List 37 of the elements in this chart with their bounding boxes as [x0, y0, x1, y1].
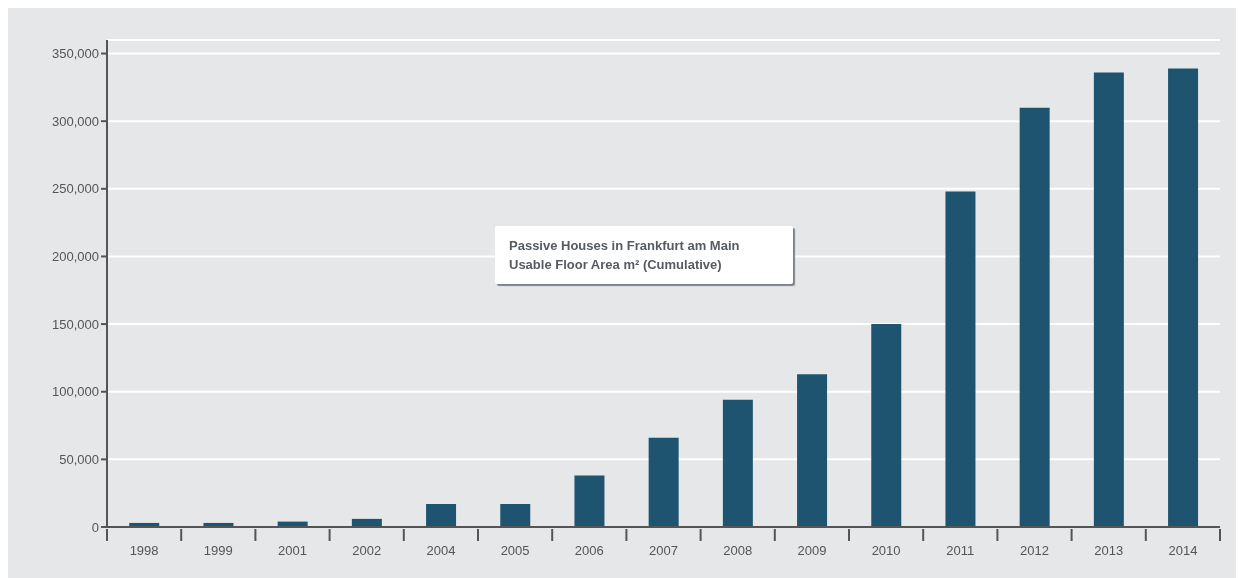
x-tick-label: 2004 [426, 543, 456, 558]
y-tick-label: 250,000 [52, 181, 99, 197]
y-tick-label: 300,000 [52, 113, 99, 129]
bar [426, 504, 457, 527]
bar [500, 504, 531, 527]
y-tick-label: 100,000 [52, 384, 99, 400]
text: Usable Floor Area m² (Cumulative) [509, 256, 723, 274]
x-tick-label: 2014 [1168, 543, 1198, 558]
y-tick-label: 50,000 [59, 451, 99, 467]
bar [648, 437, 679, 527]
x-tick-label: 2011 [946, 543, 975, 558]
bar [1019, 107, 1050, 527]
bar [1168, 68, 1199, 527]
x-tick-label: 1998 [129, 543, 159, 558]
bar [797, 374, 828, 527]
text-box: Passive Houses in Frankfurt am Main Usable Floor Area m² (Cumulative) [495, 226, 793, 284]
x-tick-label: 2002 [352, 543, 382, 558]
x-tick-label: 2009 [797, 543, 827, 558]
x-tick-label: 2006 [574, 543, 604, 558]
bar [945, 191, 976, 527]
x-tick-label: 2012 [1020, 543, 1049, 558]
text: Passive Houses in Frankfurt am Main [509, 237, 741, 255]
x-tick-label: 2008 [723, 543, 753, 558]
y-tick-label: 150,000 [52, 316, 99, 332]
x-tick-label: 2013 [1094, 543, 1124, 558]
bar [574, 475, 605, 527]
bar [1093, 72, 1124, 527]
bar [871, 324, 902, 527]
y-tick-label: 350,000 [52, 46, 99, 62]
x-tick-label: 2005 [500, 543, 530, 558]
x-tick-label: 1999 [203, 543, 233, 558]
y-tick-label: 200,000 [52, 249, 99, 265]
x-tick-label: 2010 [871, 543, 901, 558]
bar [722, 399, 753, 527]
x-tick-label: 2007 [649, 543, 678, 558]
y-tick-label: 0 [91, 519, 99, 535]
x-tick-label: 2001 [278, 543, 307, 558]
